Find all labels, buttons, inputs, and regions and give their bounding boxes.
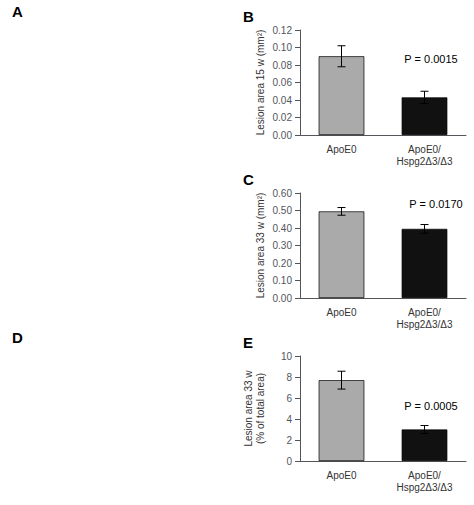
svg-text:ApoE0: ApoE0 [326, 307, 356, 318]
svg-text:0.12: 0.12 [273, 25, 293, 36]
svg-text:0.04: 0.04 [273, 95, 293, 106]
svg-text:6: 6 [286, 393, 292, 404]
svg-text:4: 4 [286, 414, 292, 425]
svg-text:Hspg2Δ3/Δ3: Hspg2Δ3/Δ3 [396, 319, 453, 330]
svg-text:0.50: 0.50 [273, 205, 293, 216]
svg-text:0.10: 0.10 [273, 42, 293, 53]
svg-text:10: 10 [281, 351, 293, 362]
svg-text:0.00: 0.00 [273, 293, 293, 304]
svg-text:8: 8 [286, 372, 292, 383]
svg-text:0.00: 0.00 [273, 130, 293, 141]
svg-text:P = 0.0015: P = 0.0015 [404, 53, 457, 65]
svg-text:E: E [243, 334, 253, 351]
svg-text:0.10: 0.10 [273, 275, 293, 286]
svg-text:D: D [12, 329, 23, 346]
svg-text:Lesion area 15 w (mm²): Lesion area 15 w (mm²) [255, 30, 266, 136]
svg-text:Lesion area 33 w: Lesion area 33 w [243, 370, 254, 447]
svg-text:P = 0.0170: P = 0.0170 [409, 198, 462, 210]
svg-text:(% of total area): (% of total area) [255, 373, 266, 444]
svg-text:ApoE0/: ApoE0/ [408, 144, 441, 155]
svg-text:0.02: 0.02 [273, 112, 293, 123]
svg-text:Lesion area 33 w (mm²): Lesion area 33 w (mm²) [255, 193, 266, 299]
svg-text:ApoE0: ApoE0 [326, 470, 356, 481]
svg-text:0.06: 0.06 [273, 77, 293, 88]
svg-text:ApoE0: ApoE0 [326, 144, 356, 155]
svg-text:0.40: 0.40 [273, 223, 293, 234]
svg-text:0.08: 0.08 [273, 60, 293, 71]
svg-text:C: C [243, 171, 254, 188]
svg-text:0.20: 0.20 [273, 258, 293, 269]
svg-text:B: B [243, 8, 254, 25]
svg-text:Hspg2Δ3/Δ3: Hspg2Δ3/Δ3 [396, 482, 453, 493]
svg-text:A: A [12, 3, 23, 20]
svg-text:ApoE0/: ApoE0/ [408, 307, 441, 318]
svg-text:P = 0.0005: P = 0.0005 [404, 400, 457, 412]
svg-text:0: 0 [286, 456, 292, 467]
svg-text:0.60: 0.60 [273, 188, 293, 199]
svg-text:ApoE0/: ApoE0/ [408, 470, 441, 481]
svg-text:2: 2 [286, 435, 292, 446]
svg-text:0.30: 0.30 [273, 240, 293, 251]
svg-text:Hspg2Δ3/Δ3: Hspg2Δ3/Δ3 [396, 156, 453, 167]
